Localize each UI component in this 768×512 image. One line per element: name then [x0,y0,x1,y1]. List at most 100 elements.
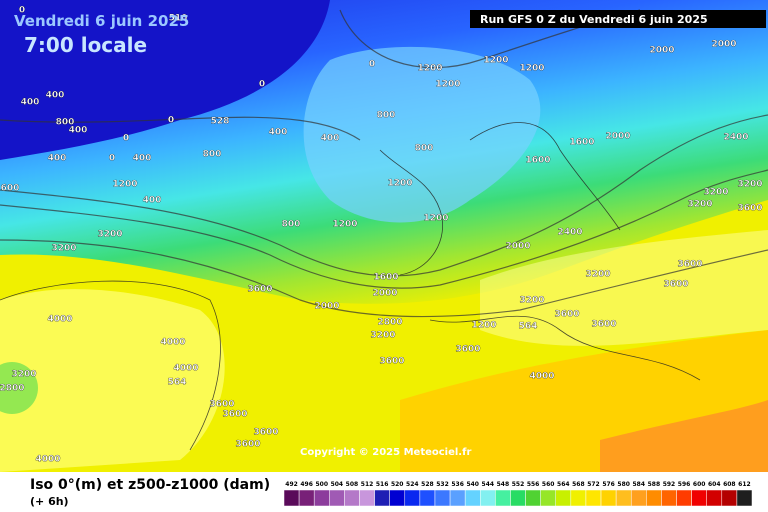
contour-label: 3600 [455,345,480,355]
contour-label: 0 [109,154,115,164]
scale-label: 516 [376,481,389,488]
scale-swatch [480,489,496,507]
scale-label: 532 [436,481,449,488]
contours [0,9,768,318]
contour-label: 2000 [605,132,630,142]
contour-label: 3600 [379,357,404,367]
scale-label: 596 [678,481,691,488]
contour-label: 4000 [173,364,198,374]
contour-label: 528 [211,117,230,127]
scale-label: 568 [572,481,585,488]
scale-swatch [404,489,421,507]
contour-label: 564 [519,322,538,332]
contour-label: 600 [1,184,20,194]
scale-swatch [329,489,345,507]
footer-step: (+ 6h) [30,495,69,508]
contour-label: 2000 [649,46,674,56]
contour-label: 1600 [373,273,398,283]
contour-label: 3200 [51,244,76,254]
contour-label: 400 [21,98,40,108]
scale-swatch [615,489,632,507]
scale-label: 576 [602,481,615,488]
coastlines [0,122,701,451]
date: Vendredi 6 juin 2025 [14,12,189,30]
contour-label: 1200 [417,64,442,74]
scale-swatch [676,489,692,507]
scale-label: 492 [285,481,298,488]
land-europe [480,230,768,346]
contour-label: 1200 [471,321,496,331]
contour-label: 400 [143,196,162,206]
footer-title: Iso 0°(m) et z500-z1000 (dam) [30,477,270,493]
contour-label: 1200 [435,80,460,90]
contour-label: 3200 [687,200,712,210]
contour-label: 800 [203,150,222,160]
scale-swatch [540,489,556,507]
field-dark-orange [600,400,768,472]
time: 7:00 locale [24,33,147,57]
scale-swatch [495,489,511,507]
contour-label: 400 [48,154,67,164]
contour-label: 1200 [423,214,448,224]
contour-label: 1200 [387,179,412,189]
contour-label: 4000 [47,315,72,325]
scale-label: 548 [497,481,510,488]
scale-label: 520 [391,481,404,488]
land-iberia [0,289,225,472]
contour-label: 800 [282,220,301,230]
scale-swatch [721,489,738,507]
contour-label: 1200 [332,220,357,230]
contour-label: 400 [69,126,88,136]
scale-label: 588 [648,481,661,488]
contour-label: 0 [259,80,265,90]
scale-label: 608 [723,481,736,488]
contour-label: 3600 [253,428,278,438]
contour-label: 0 [168,116,174,126]
scale-swatch [313,489,330,507]
contour-label: 4000 [529,372,554,382]
contour-label: 3600 [235,440,260,450]
scale-label: 552 [512,481,525,488]
contour-label: 800 [377,111,396,121]
contour-label: 1600 [525,156,550,166]
scale-swatch [434,489,451,507]
contour-label: 2800 [377,318,402,328]
scale-label: 600 [693,481,706,488]
contour-label: 400 [46,91,65,101]
contour-label: 3600 [247,285,272,295]
scale-label: 572 [587,481,600,488]
scale-swatch [661,489,677,507]
field-trough [303,46,541,223]
scale-label: 512 [361,481,374,488]
contour-label: 1600 [569,138,594,148]
scale-swatch [298,489,315,507]
scale-label: 508 [346,481,359,488]
contour-label: 3200 [97,230,122,240]
scale-label: 584 [633,481,646,488]
scale-swatch [389,489,406,507]
contour-label: 400 [133,154,152,164]
scale-swatch [510,489,526,507]
contour-label: 510 [169,14,188,24]
scale-label: 536 [451,481,464,488]
contour-label: 2400 [723,133,748,143]
contour-label: 4000 [35,455,60,465]
contour-label: 3600 [737,204,762,214]
scale-swatch [555,489,572,507]
scale-label: 564 [557,481,570,488]
contour-label: 800 [415,144,434,154]
scale-swatch [630,489,647,507]
scale-swatch [570,489,587,507]
contour-label: 2000 [372,289,397,299]
contour-label: 2000 [711,40,736,50]
scale-label: 524 [406,481,419,488]
field-deep-blue [0,0,330,160]
scale-label: 556 [527,481,540,488]
scale-swatch [419,489,436,507]
scale-swatch [464,489,481,507]
contour-label: 400 [321,134,340,144]
contour-label: 3200 [519,296,544,306]
contour-label: 3200 [11,370,36,380]
